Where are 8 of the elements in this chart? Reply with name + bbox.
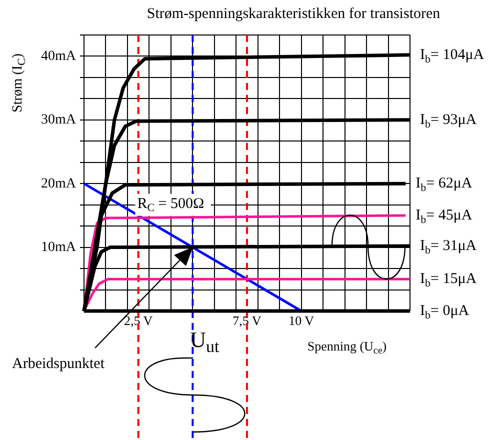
x-tick-label: 10 V xyxy=(288,313,315,328)
y-tick-label: 30mA xyxy=(41,112,77,128)
y-tick-label: 20mA xyxy=(41,176,77,192)
text: Arbeidspunktet xyxy=(12,356,106,372)
y-tick-label: 10mA xyxy=(41,240,77,255)
y-axis-title: Strøm (IC) xyxy=(10,53,28,113)
y-tick-label: 40mA xyxy=(41,48,77,64)
chart-title: Strøm-spenningskarakteristikken for transistoren xyxy=(146,6,441,22)
